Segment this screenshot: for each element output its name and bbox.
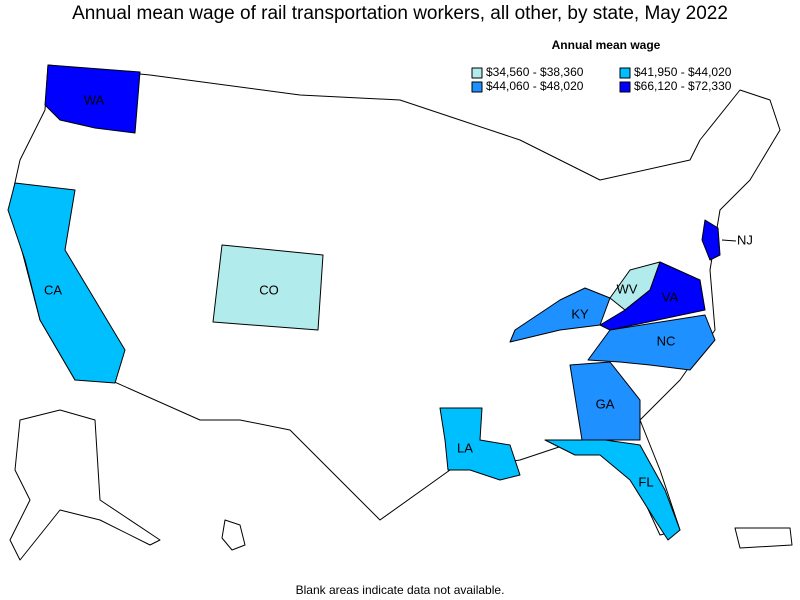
map-title: Annual mean wage of rail transportation … <box>72 3 728 24</box>
state-shape <box>569 361 641 441</box>
state-shape <box>212 244 324 331</box>
footnote: Blank areas indicate data not available. <box>296 583 505 597</box>
state-label: GA <box>596 396 615 411</box>
legend-label: $41,950 - $44,020 <box>634 65 732 79</box>
legend-swatch <box>619 81 631 93</box>
state-shape <box>44 64 141 134</box>
state-label: LA <box>457 440 473 455</box>
legend-label: $44,060 - $48,020 <box>486 79 584 93</box>
legend-swatch <box>471 81 483 93</box>
state-label: WV <box>617 281 638 296</box>
label-leader <box>721 239 737 242</box>
legend-label: $34,560 - $38,360 <box>486 65 584 79</box>
state-label: CA <box>44 282 62 297</box>
state-shape <box>439 407 521 481</box>
state-label: WA <box>84 92 105 107</box>
legend: $34,560 - $38,360 $41,950 - $44,020 $44,… <box>471 65 732 93</box>
state-label: KY <box>571 306 589 321</box>
state-shape <box>701 219 721 261</box>
state-label: NJ <box>737 232 753 247</box>
state-label: CO <box>259 282 279 297</box>
alaska <box>9 409 161 561</box>
state-shape <box>509 287 611 343</box>
legend-title: Annual mean wage <box>552 38 661 52</box>
legend-swatch <box>471 67 483 79</box>
state-shape <box>544 439 681 541</box>
state-label: NC <box>657 333 676 348</box>
legend-label: $66,120 - $72,330 <box>634 79 732 93</box>
state-label: FL <box>638 474 653 489</box>
state-shape <box>587 314 716 371</box>
states <box>7 64 721 541</box>
hawaii <box>221 519 246 551</box>
legend-swatch <box>619 67 631 79</box>
state-shape <box>7 182 126 384</box>
puerto-rico <box>734 527 793 549</box>
state-label: VA <box>662 289 679 304</box>
state-shape <box>599 261 706 331</box>
